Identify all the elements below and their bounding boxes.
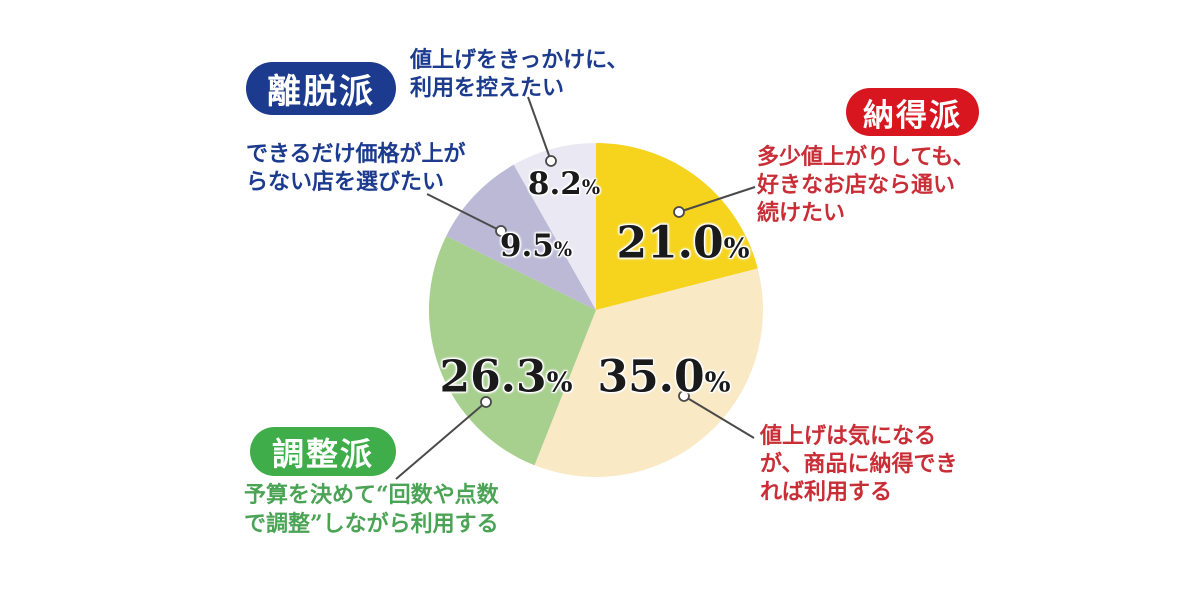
annotation-line: 値上げをきっかけに、 bbox=[410, 47, 629, 73]
annotation-line: 利用を控えたい bbox=[410, 75, 565, 101]
leader-marker-dot bbox=[678, 390, 690, 402]
annotation-line: 多少値上がりしても、 bbox=[757, 144, 975, 170]
leader-line bbox=[678, 186, 756, 213]
annotation-line: 好きなお店なら通い bbox=[757, 172, 956, 198]
annotation-line: 値上げは気になる bbox=[760, 423, 937, 449]
pie-slice-26.3 bbox=[429, 236, 596, 466]
leader-marker-dot bbox=[545, 155, 557, 167]
leader-line bbox=[683, 395, 755, 439]
pie-slice-21.0 bbox=[596, 143, 758, 310]
percent-sign: % bbox=[704, 366, 731, 399]
percent-sign: % bbox=[553, 238, 573, 261]
annotation-chousei: 予算を決めて“回数や点数 で調整”しながら利用する bbox=[244, 481, 499, 539]
slice-label-35: 35.0% bbox=[597, 351, 731, 403]
leader-lines bbox=[395, 96, 756, 480]
percent-sign: % bbox=[723, 232, 750, 265]
annotation-nattoku: 多少値上がりしても、 好きなお店なら通い 続けたい bbox=[757, 143, 975, 227]
percent-sign: % bbox=[581, 176, 601, 199]
slice-label-21: 21.0% bbox=[616, 217, 750, 269]
slice-label-26: 26.3% bbox=[439, 351, 573, 403]
percent-sign: % bbox=[546, 366, 573, 399]
pie-slice-8.2 bbox=[513, 143, 596, 310]
badge-nattoku: 納得派 bbox=[846, 88, 979, 136]
pie-slice-9.5 bbox=[446, 164, 596, 310]
badge-ridatsu: 離脱派 bbox=[246, 62, 396, 115]
leader-marker-dot bbox=[480, 396, 492, 408]
slice-label-8: 8.2% bbox=[527, 166, 601, 202]
pie-slice-35.0 bbox=[534, 268, 764, 478]
annotation-price: できるだけ価格が上が らない店を選びたい bbox=[246, 140, 466, 196]
badge-chousei: 調整派 bbox=[250, 427, 396, 476]
annotation-keep: 値上げは気になる が、商品に納得でき れば利用する bbox=[760, 422, 958, 506]
pie-slices bbox=[429, 143, 764, 478]
annotation-line: 続けたい bbox=[757, 200, 846, 226]
leader-marker-dot bbox=[673, 206, 685, 218]
leader-marker-dot bbox=[495, 225, 507, 237]
annotation-line: らない店を選びたい bbox=[246, 169, 445, 195]
leader-line bbox=[527, 96, 552, 162]
leader-line bbox=[426, 193, 502, 232]
leader-line bbox=[395, 401, 487, 480]
annotation-line: 予算を決めて“回数や点数 bbox=[244, 482, 499, 508]
slice-label-9: 9.5% bbox=[499, 228, 573, 264]
annotation-line: が、商品に納得でき bbox=[760, 451, 958, 477]
annotation-line: れば利用する bbox=[760, 479, 893, 505]
annotation-ridatsu: 値上げをきっかけに、 利用を控えたい bbox=[410, 46, 628, 102]
annotation-line: できるだけ価格が上が bbox=[246, 141, 466, 167]
annotation-line: で調整”しながら利用する bbox=[244, 511, 499, 537]
